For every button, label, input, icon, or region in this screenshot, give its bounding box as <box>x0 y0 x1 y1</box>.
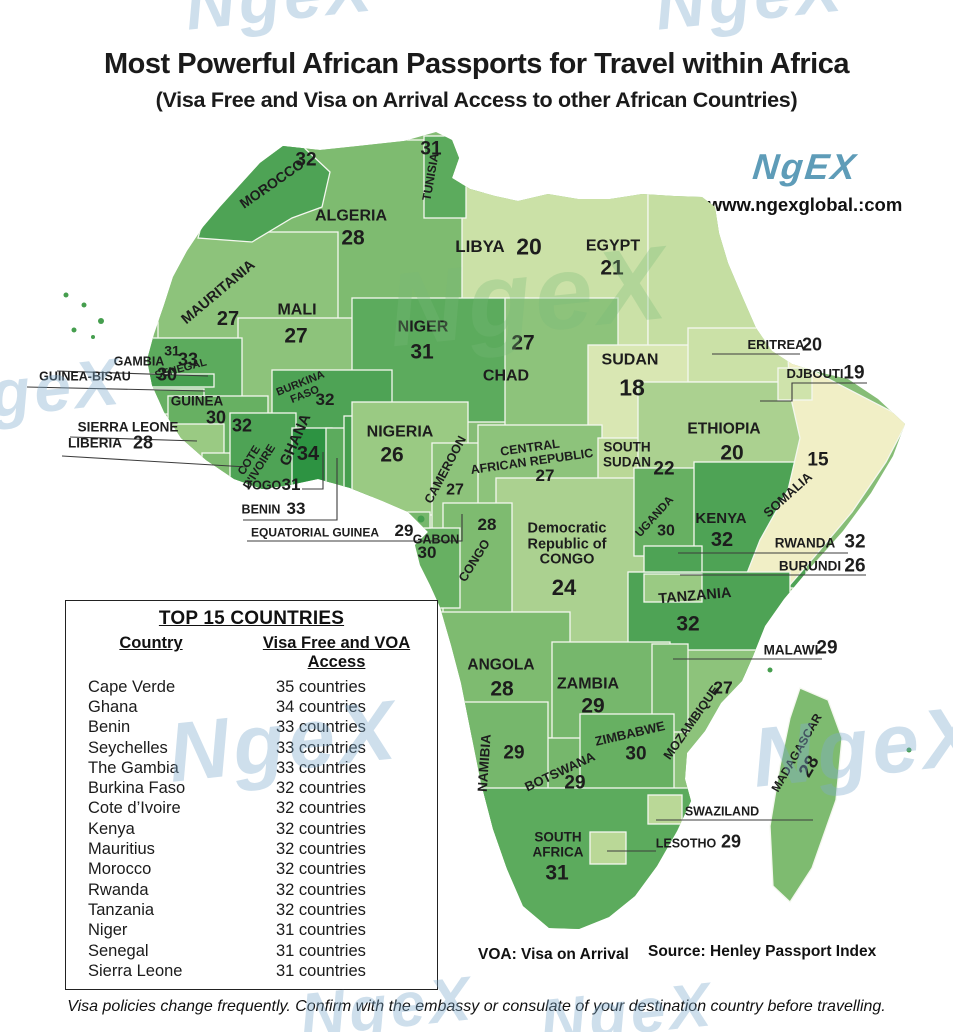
cell-country: Rwanda <box>88 880 149 899</box>
table-row: Tanzania 32 countries <box>66 900 437 920</box>
cell-access: 33 countries <box>276 738 366 757</box>
country-shape-zimbabwe <box>579 713 675 801</box>
island-dot <box>767 667 773 673</box>
table-row: Ghana 34 countries <box>66 697 437 717</box>
table-row: Cote d’Ivoire 32 countries <box>66 799 437 819</box>
cell-country: Niger <box>88 921 128 940</box>
table-row: Sierra Leone 31 countries <box>66 961 437 981</box>
cell-access: 32 countries <box>276 779 366 798</box>
table-title: TOP 15 COUNTRIES <box>158 608 345 629</box>
table-row: Morocco 32 countries <box>66 860 437 880</box>
cell-access: 31 countries <box>276 961 366 980</box>
callout-leader-line <box>69 436 198 442</box>
table-row: Kenya 32 countries <box>66 819 437 839</box>
island-dot <box>906 747 912 753</box>
cell-country: Seychelles <box>88 738 168 757</box>
table-row: Benin 33 countries <box>66 718 437 738</box>
cell-country: Senegal <box>88 941 149 960</box>
cell-access: 32 countries <box>276 900 366 919</box>
callout-leader-line <box>56 370 209 377</box>
cell-country: Morocco <box>88 860 152 879</box>
country-shape-cote_divoire <box>229 412 297 508</box>
island-dot <box>81 302 87 308</box>
country-shape-gabon <box>399 527 461 609</box>
top15-table: TOP 15 COUNTRIES Country Visa Free and V… <box>65 600 438 990</box>
cell-access: 32 countries <box>276 840 366 859</box>
cell-access: 32 countries <box>276 819 366 838</box>
page-subtitle: (Visa Free and Visa on Arrival Access to… <box>155 88 798 112</box>
col-access: Visa Free and VOA Access <box>262 634 411 671</box>
col-country: Country <box>119 634 183 652</box>
table-row: Seychelles 33 countries <box>66 738 437 758</box>
island-dot <box>91 335 95 339</box>
cell-country: Mauritius <box>88 840 155 859</box>
cell-access: 32 countries <box>276 860 366 879</box>
island-dot <box>71 327 77 333</box>
cell-access: 31 countries <box>276 921 366 940</box>
cell-country: Kenya <box>88 819 135 838</box>
island-dot <box>98 318 104 324</box>
callout-leader-line <box>243 458 338 521</box>
cell-access: 35 countries <box>276 677 366 696</box>
country-shape-tunisia <box>423 135 467 219</box>
table-body: Cape Verde 35 countries Ghana 34 countries B… <box>66 677 437 981</box>
country-shape-equatorial_guinea <box>399 511 431 529</box>
cell-country: Burkina Faso <box>88 779 186 798</box>
disclaimer-text: Visa policies change frequently. Confirm… <box>67 998 886 1015</box>
voa-footnote: VOA: Visa on Arrival <box>478 946 629 963</box>
cell-access: 33 countries <box>276 758 366 777</box>
table-row: Rwanda 32 countries <box>66 880 437 900</box>
callout-leader-line <box>61 455 248 468</box>
cell-country: The Gambia <box>88 758 179 777</box>
country-shape-lesotho <box>589 831 627 865</box>
table-row: The Gambia 33 countries <box>66 758 437 778</box>
cell-country: Tanzania <box>88 900 155 919</box>
table-row: Niger 31 countries <box>66 921 437 941</box>
country-shape-egypt <box>647 171 763 349</box>
cell-country: Cote d’Ivoire <box>88 799 181 818</box>
source-footnote: Source: Henley Passport Index <box>648 943 877 960</box>
cell-access: 31 countries <box>276 941 366 960</box>
cell-country: Sierra Leone <box>88 961 183 980</box>
callout-leader-line <box>760 382 867 402</box>
callout-leader-line <box>26 386 206 392</box>
callout-leader-line <box>302 452 324 490</box>
country-shape-burundi <box>643 573 703 603</box>
cell-country: Cape Verde <box>88 677 176 696</box>
country-shape-madagascar <box>769 687 843 904</box>
country-shape-gambia <box>147 373 215 388</box>
cell-country: Ghana <box>88 697 138 716</box>
island-dot <box>63 292 69 298</box>
table-row: Cape Verde 35 countries <box>66 677 437 697</box>
cell-access: 32 countries <box>276 799 366 818</box>
cell-access: 32 countries <box>276 880 366 899</box>
country-shape-djibouti <box>777 367 813 401</box>
callout-leader-line <box>247 514 463 542</box>
table-row: Burkina Faso 32 countries <box>66 778 437 798</box>
table-header: Country Visa Free and VOA Access <box>66 634 437 672</box>
country-shape-swaziland <box>647 794 683 825</box>
island-dot <box>417 515 425 523</box>
website-url: www.ngexglobal.:com <box>707 194 903 215</box>
cell-access: 34 countries <box>276 697 366 716</box>
cell-access: 33 countries <box>276 718 366 737</box>
country-shape-rwanda <box>643 545 703 573</box>
cell-country: Benin <box>88 718 131 737</box>
page-title: Most Powerful African Passports for Trav… <box>104 48 849 80</box>
table-row: Senegal 31 countries <box>66 941 437 961</box>
table-row: Mauritius 32 countries <box>66 839 437 859</box>
